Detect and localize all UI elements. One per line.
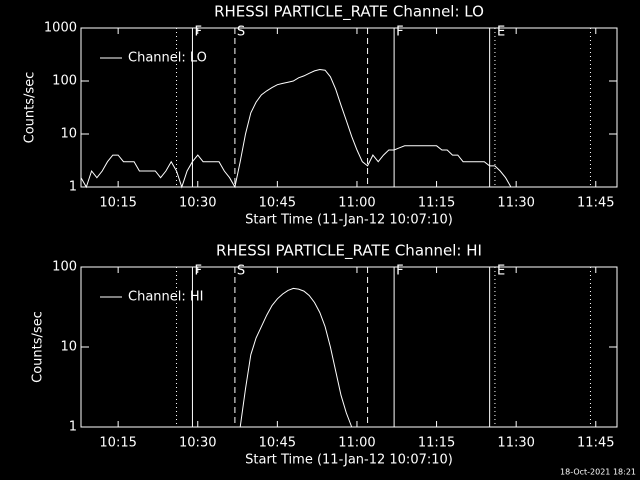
marker-label: S	[237, 25, 245, 40]
marker-label: E	[497, 264, 505, 279]
x-tick-label: 11:00	[338, 436, 375, 451]
x-tick-label: 11:30	[497, 436, 534, 451]
marker-label: F	[194, 264, 201, 279]
x-axis-label: Start Time (11-Jan-12 10:07:10)	[245, 213, 453, 228]
marker-label: F	[396, 25, 403, 40]
x-tick-label: 10:45	[259, 196, 296, 211]
y-tick-label: 1000	[44, 21, 77, 36]
y-tick-label: 1	[69, 420, 77, 435]
marker-label: S	[237, 264, 245, 279]
y-axis-label: Counts/sec	[23, 72, 38, 144]
x-tick-label: 11:45	[577, 436, 614, 451]
x-axis-label: Start Time (11-Jan-12 10:07:10)	[245, 453, 453, 468]
x-tick-label: 10:15	[99, 196, 136, 211]
y-tick-label: 100	[52, 260, 77, 275]
x-tick-label: 11:15	[418, 196, 455, 211]
marker-label: F	[194, 25, 201, 40]
x-tick-label: 11:45	[577, 196, 614, 211]
x-tick-label: 10:30	[179, 436, 216, 451]
plot-frame	[80, 27, 618, 188]
y-tick-label: 100	[52, 74, 77, 89]
data-line	[80, 68, 512, 189]
x-tick-label: 11:15	[418, 436, 455, 451]
x-tick-label: 11:30	[497, 196, 534, 211]
marker-label: E	[497, 25, 505, 40]
x-tick-label: 10:30	[179, 196, 216, 211]
chart-title: RHESSI PARTICLE_RATE Channel: HI	[216, 242, 482, 261]
footer: 18-Oct-2021 18:21	[560, 468, 636, 477]
x-tick-label: 11:00	[338, 196, 375, 211]
legend-label: Channel: HI	[128, 290, 204, 305]
y-axis-label: Counts/sec	[31, 311, 46, 383]
chart-title: RHESSI PARTICLE_RATE Channel: LO	[214, 3, 484, 22]
legend-label: Channel: LO	[128, 51, 207, 66]
x-tick-label: 10:45	[259, 436, 296, 451]
x-tick-label: 10:15	[99, 436, 136, 451]
y-tick-label: 1	[69, 180, 77, 195]
data-line	[239, 287, 353, 428]
y-tick-label: 10	[60, 340, 77, 355]
y-tick-label: 10	[60, 127, 77, 142]
marker-label: F	[396, 264, 403, 279]
